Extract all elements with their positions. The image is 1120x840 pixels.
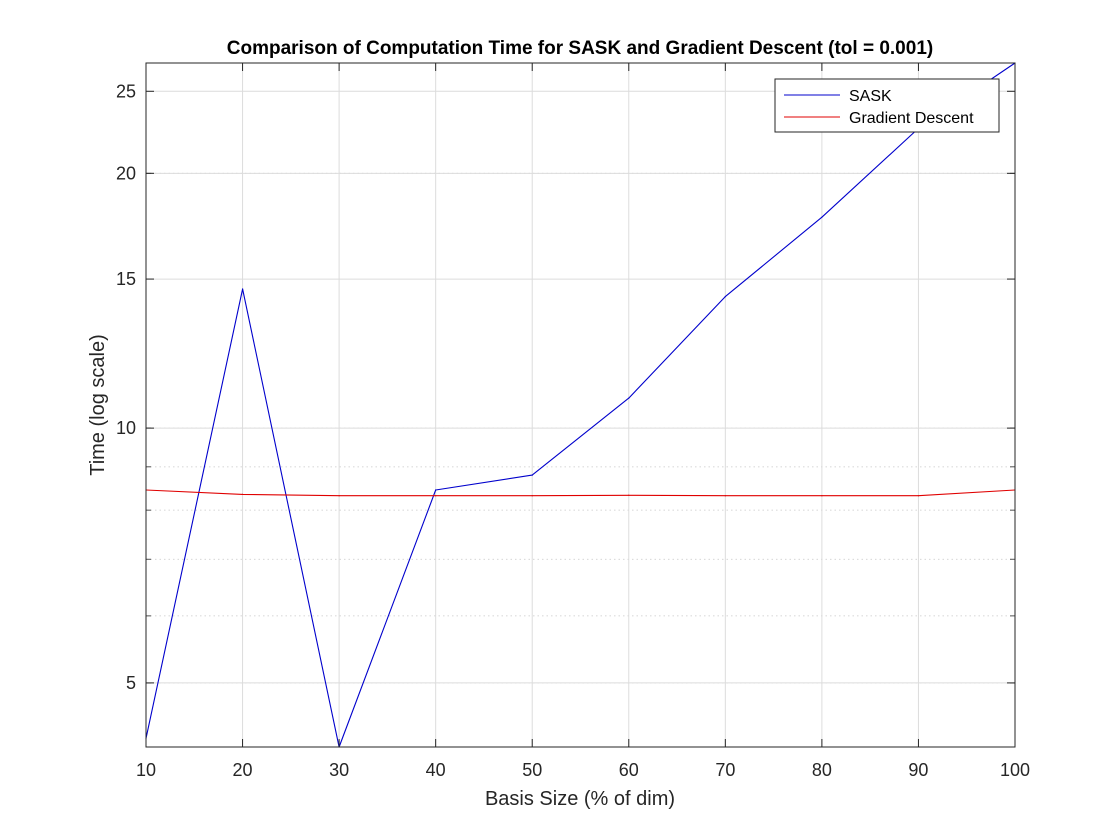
plot-area [146,63,1015,747]
data-point-gradient-descent [435,495,437,497]
data-point-sask [724,296,726,298]
y-tick-label: 15 [116,269,136,289]
data-point-gradient-descent [531,495,533,497]
data-point-gradient-descent [917,495,920,497]
y-tick-label: 5 [126,673,136,693]
legend-label-sask: SASK [849,88,892,105]
x-tick-label: 80 [812,760,832,780]
x-tick-label: 40 [426,760,446,780]
legend-box [774,78,1000,133]
data-point-sask [435,489,437,491]
data-point-gradient-descent [241,493,244,495]
legend-label-gradient-descent: Gradient Descent [849,110,974,127]
legend: SASK Gradient Descent [774,78,1000,133]
y-tick-labels: 5 10 15 20 25 [116,81,136,693]
data-point-sask [531,474,533,476]
y-tick-label: 10 [116,418,136,438]
x-tick-label: 70 [715,760,735,780]
x-tick-label: 50 [522,760,542,780]
x-tick-label: 30 [329,760,349,780]
data-point-gradient-descent [821,495,823,497]
x-tick-label: 90 [908,760,928,780]
data-point-gradient-descent [628,494,630,496]
chart-title: Comparison of Computation Time for SASK … [227,38,933,59]
x-axis-label: Basis Size (% of dim) [485,788,675,810]
y-tick-label: 20 [116,163,136,183]
data-point-gradient-descent [338,495,340,497]
x-tick-label: 20 [233,760,253,780]
data-point-sask [821,216,823,218]
data-point-sask [628,397,630,399]
y-tick-label: 25 [116,81,136,101]
x-tick-label: 100 [1000,760,1030,780]
y-axis-label: Time (log scale) [87,334,109,476]
x-tick-labels: 10 20 30 40 50 60 70 80 90 100 [136,760,1030,780]
plot-frame [145,62,1016,748]
x-tick-label: 60 [619,760,639,780]
x-tick-label: 10 [136,760,156,780]
series-line-gradient-descent [145,489,1016,497]
data-point-sask [241,288,244,290]
tick-marks [145,63,1016,747]
data-point-gradient-descent [724,495,726,497]
major-grid [145,63,1016,747]
series-line-sask [145,62,1016,748]
